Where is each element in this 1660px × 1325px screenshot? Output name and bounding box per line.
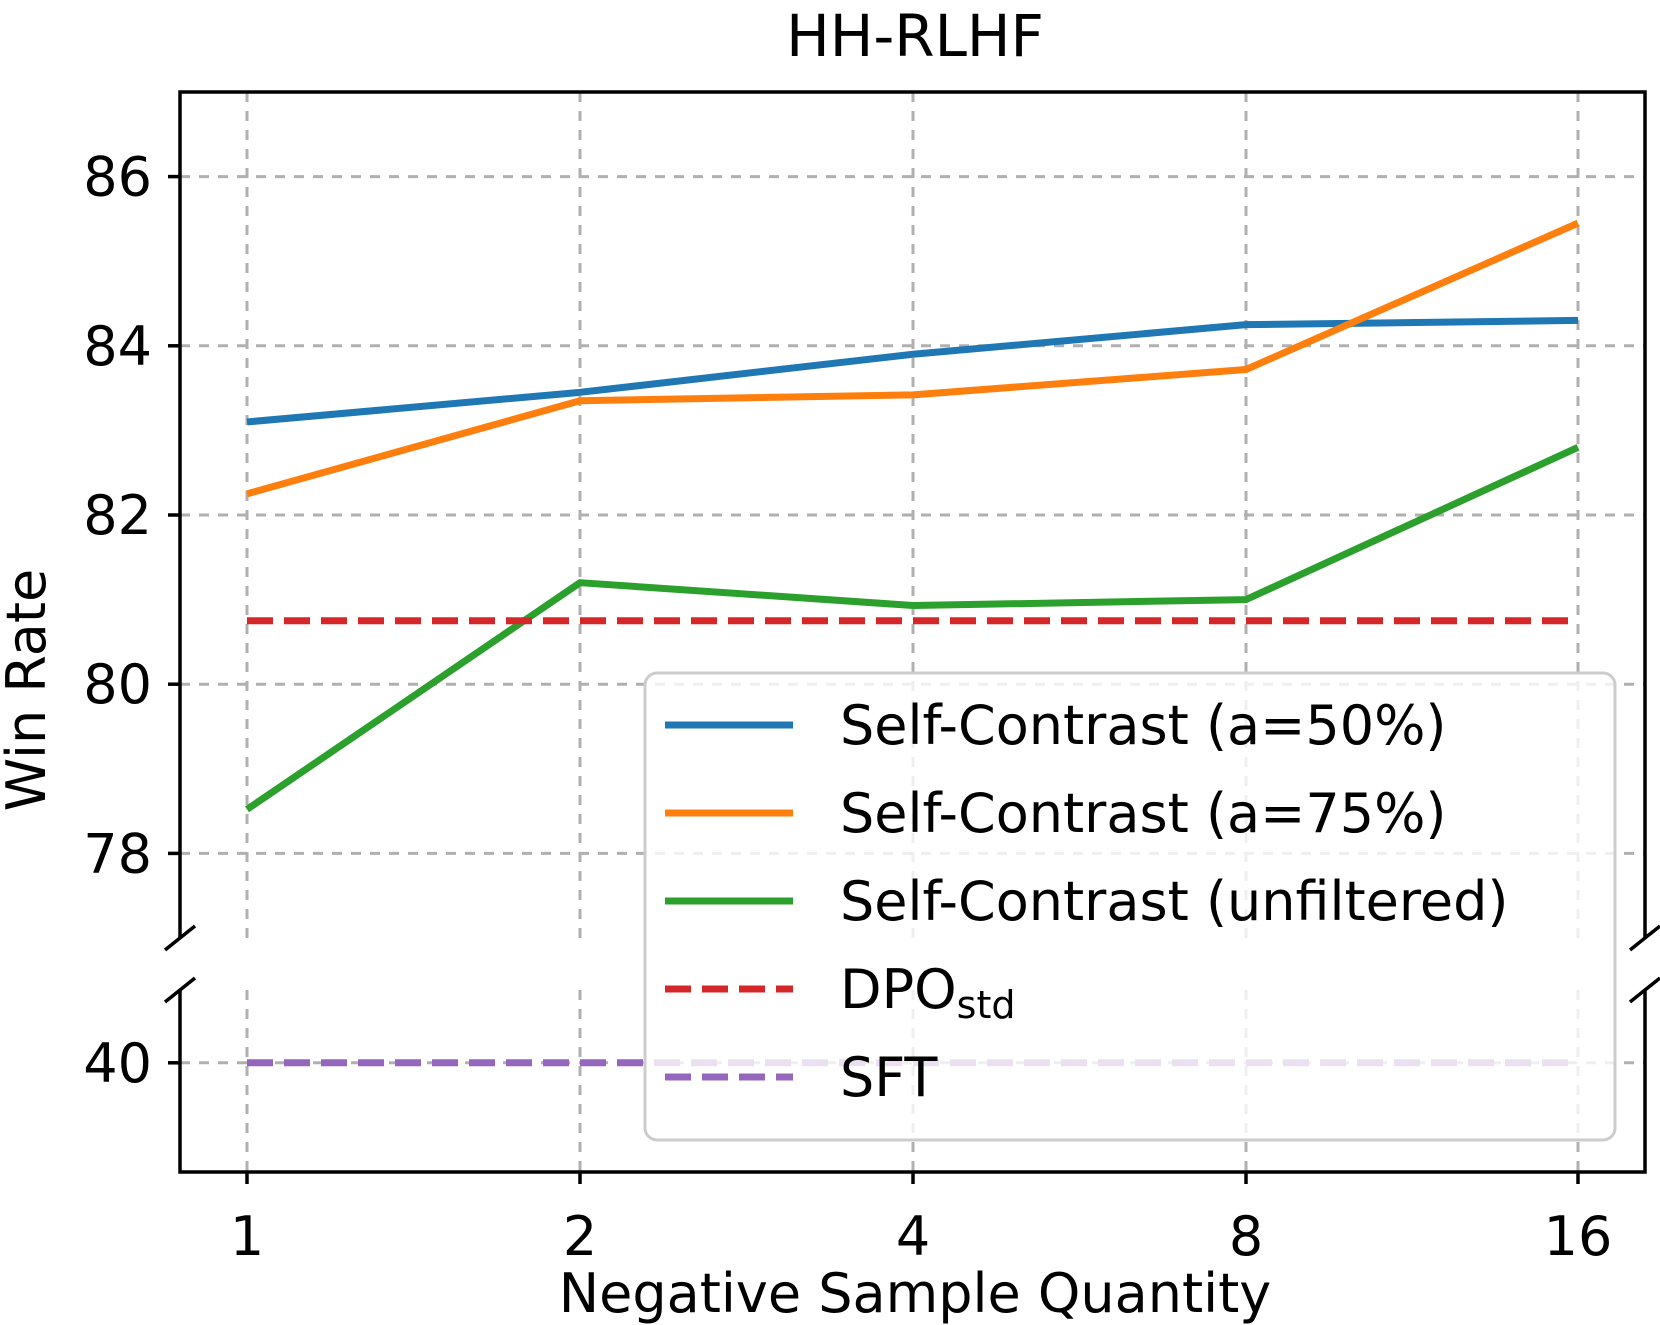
series-2-point-2 [913,605,914,606]
series-3-point-2 [913,620,914,621]
legend-label-2: Self-Contrast (unfiltered) [840,870,1508,933]
series-3-point-1 [580,620,581,621]
series-0-point-3 [1246,324,1247,325]
axis-break-mark-3 [1628,976,1660,1004]
series-4-point-1 [580,1062,581,1063]
x-tick-label-4: 4 [896,1205,930,1268]
axis-ticks: 78 80 82 84 86 40 1 2 4 8 16 [83,146,1612,1268]
series-2-point-0 [247,809,248,810]
series-line-1 [246,219,1580,498]
series-0-point-1 [580,392,581,393]
series-1-point-0 [247,493,248,494]
series-1-point-1 [580,400,581,401]
legend-label-subscript-3: std [957,983,1016,1027]
series-1-point-3 [1246,369,1247,370]
series-3-point-0 [247,620,248,621]
series-0-point-0 [247,421,248,422]
legend-box [643,671,1617,1142]
y-axis-label: Win Rate [0,569,58,811]
x-axis-label: Negative Sample Quantity [559,1262,1272,1325]
legend-label-0: Self-Contrast (a=50%) [840,694,1446,757]
x-tick-label-2: 2 [563,1205,597,1268]
series-2-point-4 [1578,447,1579,448]
series-2-point-3 [1246,599,1247,600]
y-tick-label-82: 82 [83,484,152,547]
x-tick-label-16: 16 [1544,1205,1613,1268]
series-2-point-1 [580,582,581,583]
y-tick-label-84: 84 [83,315,152,378]
axis-break-mark-0 [163,924,197,952]
axis-break-mark-2 [163,976,197,1004]
chart-title: HH-RLHF [786,2,1044,70]
series-line-0 [246,316,1579,426]
axis-break-mark-1 [1628,924,1660,952]
series-0-point-2 [913,354,914,355]
legend: Self-Contrast (a=50%) Self-Contrast (a=75… [643,671,1617,1142]
series-3-point-3 [1246,620,1247,621]
x-tick-label-8: 8 [1229,1205,1263,1268]
series-0-point-4 [1578,320,1579,321]
series-4-point-0 [247,1062,248,1063]
series-3-point-4 [1578,620,1579,621]
y-tick-label-40: 40 [83,1032,152,1095]
series-1-point-4 [1578,223,1579,224]
x-tick-label-1: 1 [230,1205,264,1268]
y-tick-label-78: 78 [83,822,152,885]
legend-label-4: SFT [840,1046,938,1109]
series-line-2 [245,444,1580,813]
series-1-point-2 [913,394,914,395]
y-tick-label-80: 80 [83,653,152,716]
legend-label-1: Self-Contrast (a=75%) [840,782,1446,845]
y-tick-label-86: 86 [83,146,152,209]
